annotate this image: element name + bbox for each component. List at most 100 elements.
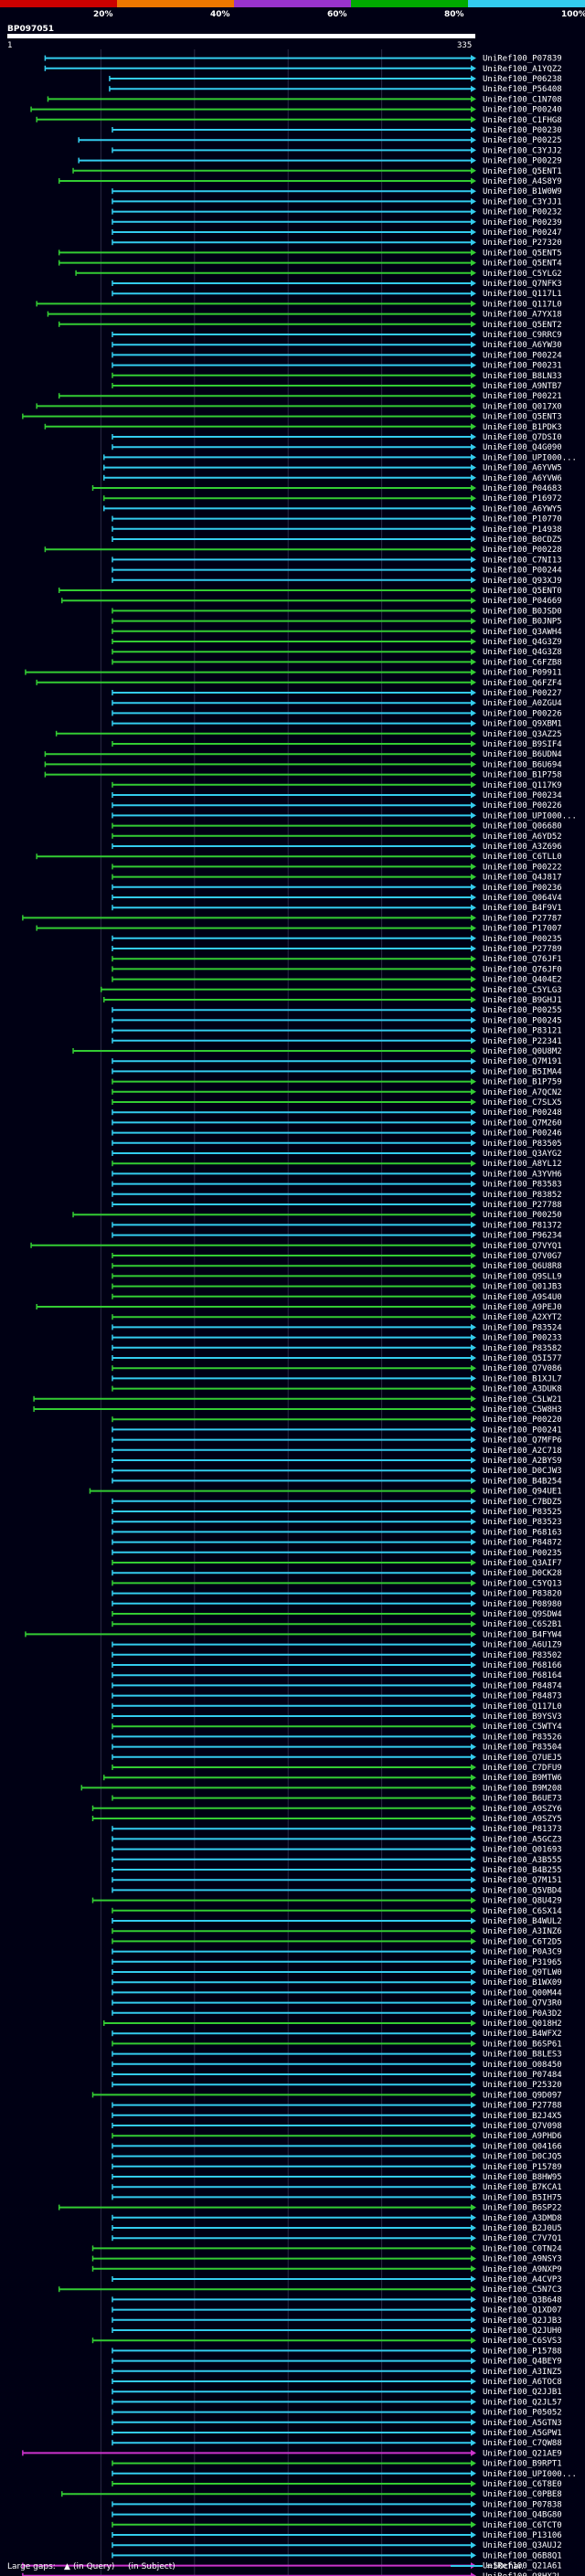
hit-row[interactable]: UniRef100_P83582	[112, 1344, 562, 1353]
hit-row[interactable]: UniRef100_A6TOC8	[112, 2378, 562, 2387]
hit-row[interactable]: UniRef100_C5W8H3	[33, 1405, 562, 1415]
hit-row[interactable]: UniRef100_P00232	[112, 208, 562, 217]
hit-row[interactable]: UniRef100_Q117K9	[112, 781, 562, 790]
hit-label[interactable]: UniRef100_Q06680	[483, 822, 562, 832]
hit-row[interactable]: UniRef100_A6YWY5	[103, 504, 562, 514]
hit-label[interactable]: UniRef100_Q6FZF4	[483, 679, 562, 688]
hit-row[interactable]: UniRef100_P00230	[112, 126, 562, 135]
hit-row[interactable]: UniRef100_P00236	[112, 884, 562, 893]
hit-row[interactable]: UniRef100_UPI000...	[112, 811, 577, 821]
hit-row[interactable]: UniRef100_A4S8Y9	[58, 177, 562, 186]
hit-row[interactable]: UniRef100_Q7VYQ1	[30, 1242, 562, 1251]
hit-label[interactable]: UniRef100_P00246	[483, 1129, 562, 1139]
hit-row[interactable]: UniRef100_B9RPT1	[112, 2460, 562, 2469]
hit-row[interactable]: UniRef100_P84872	[112, 1539, 562, 1548]
hit-label[interactable]: UniRef100_B9GHJ1	[483, 996, 562, 1005]
hit-label[interactable]: UniRef100_A6TOC8	[483, 2378, 562, 2387]
hit-label[interactable]: UniRef100_P00229	[483, 157, 562, 166]
hit-label[interactable]: UniRef100_P00247	[483, 228, 562, 238]
hit-label[interactable]: UniRef100_P00239	[483, 218, 562, 228]
hit-label[interactable]: UniRef100_P15788	[483, 2347, 562, 2356]
hit-row[interactable]: UniRef100_Q5ENT1	[72, 167, 562, 176]
hit-row[interactable]: UniRef100_P0A3C9	[112, 1948, 562, 1957]
hit-label[interactable]: UniRef100_P83121	[483, 1027, 562, 1036]
hit-label[interactable]: UniRef100_C7DFU9	[483, 1764, 562, 1773]
hit-row[interactable]: UniRef100_Q3AIF7	[112, 1559, 562, 1568]
hit-row[interactable]: UniRef100_P56408	[109, 85, 562, 94]
hit-label[interactable]: UniRef100_UPI000...	[483, 453, 577, 462]
hit-row[interactable]: UniRef100_P68166	[112, 1661, 562, 1670]
hit-label[interactable]: UniRef100_P96234	[483, 1232, 562, 1241]
hit-row[interactable]: UniRef100_A4CVP3	[112, 2275, 562, 2284]
hit-label[interactable]: UniRef100_P00231	[483, 362, 562, 371]
hit-row[interactable]: UniRef100_B8LES3	[112, 2051, 562, 2060]
hit-row[interactable]: UniRef100_B4FYW4	[25, 1630, 562, 1639]
hit-row[interactable]: UniRef100_B9YSV3	[112, 1712, 562, 1722]
hit-label[interactable]: UniRef100_A6YWY5	[483, 504, 562, 514]
hit-row[interactable]: UniRef100_Q6B8Q1	[112, 2551, 562, 2560]
hit-row[interactable]: UniRef100_P00229	[78, 157, 562, 166]
hit-row[interactable]: UniRef100_B4F9V1	[112, 904, 562, 913]
hit-label[interactable]: UniRef100_P04683	[483, 484, 562, 493]
hit-label[interactable]: UniRef100_Q2JJB1	[483, 2388, 562, 2397]
hit-label[interactable]: UniRef100_Q9SDW4	[483, 1610, 562, 1619]
hit-label[interactable]: UniRef100_P00235	[483, 935, 562, 944]
hit-label[interactable]: UniRef100_C5N7C3	[483, 2285, 562, 2295]
hit-label[interactable]: UniRef100_A4S8Y9	[483, 177, 562, 186]
hit-row[interactable]: UniRef100_D0CK28	[112, 1569, 562, 1578]
hit-row[interactable]: UniRef100_P83526	[112, 1733, 562, 1742]
hit-row[interactable]: UniRef100_P00246	[112, 1129, 562, 1139]
hit-label[interactable]: UniRef100_P27320	[483, 239, 562, 248]
hit-row[interactable]: UniRef100_P00225	[78, 136, 562, 145]
hit-label[interactable]: UniRef100_A6YW30	[483, 341, 562, 350]
hit-label[interactable]: UniRef100_B7KCA1	[483, 2183, 562, 2192]
hit-label[interactable]: UniRef100_P08980	[483, 1600, 562, 1609]
hit-label[interactable]: UniRef100_Q9SLL9	[483, 1272, 562, 1281]
hit-label[interactable]: UniRef100_P83583	[483, 1181, 562, 1190]
hit-label[interactable]: UniRef100_P27789	[483, 945, 562, 954]
hit-row[interactable]: UniRef100_A5GTN3	[112, 2419, 562, 2428]
hit-label[interactable]: UniRef100_A9NSY3	[483, 2255, 562, 2264]
hit-label[interactable]: UniRef100_Q4BEY9	[483, 2358, 562, 2367]
hit-label[interactable]: UniRef100_Q4G3Z9	[483, 638, 562, 647]
hit-row[interactable]: UniRef100_P14938	[112, 525, 562, 535]
hit-row[interactable]: UniRef100_P00248	[112, 1108, 562, 1118]
hit-row[interactable]: UniRef100_A3B555	[112, 1856, 562, 1865]
hit-label[interactable]: UniRef100_C5YQ13	[483, 1579, 562, 1588]
hit-label[interactable]: UniRef100_A5GTN3	[483, 2419, 562, 2428]
hit-label[interactable]: UniRef100_P00226	[483, 709, 562, 718]
hit-label[interactable]: UniRef100_B8LN33	[483, 372, 562, 381]
hit-label[interactable]: UniRef100_C5W8H3	[483, 1405, 562, 1415]
hit-row[interactable]: UniRef100_A3INZ5	[112, 2368, 562, 2377]
hit-row[interactable]: UniRef100_C7BDZ5	[112, 1498, 562, 1507]
hit-label[interactable]: UniRef100_D0CJW3	[483, 1467, 562, 1476]
hit-label[interactable]: UniRef100_C6SX14	[483, 1907, 562, 1916]
hit-label[interactable]: UniRef100_P07839	[483, 55, 562, 64]
hit-row[interactable]: UniRef100_A9NXP9	[91, 2265, 562, 2274]
hit-label[interactable]: UniRef100_B2J4X5	[483, 2112, 562, 2121]
hit-label[interactable]: UniRef100_P83523	[483, 1518, 562, 1527]
hit-row[interactable]: UniRef100_P27788	[112, 1201, 562, 1210]
hit-row[interactable]: UniRef100_Q117L1	[112, 290, 562, 299]
hit-label[interactable]: UniRef100_Q9XBM1	[483, 720, 562, 729]
hit-row[interactable]: UniRef100_C5N7C3	[58, 2285, 562, 2295]
hit-row[interactable]: UniRef100_C9RRC9	[112, 331, 562, 340]
hit-row[interactable]: UniRef100_P00233	[112, 1334, 562, 1343]
hit-label[interactable]: UniRef100_B0CDZ5	[483, 535, 562, 545]
hit-label[interactable]: UniRef100_P04669	[483, 597, 562, 606]
hit-label[interactable]: UniRef100_P25320	[483, 2081, 562, 2090]
hit-label[interactable]: UniRef100_P00222	[483, 863, 562, 872]
hit-row[interactable]: UniRef100_P16972	[103, 494, 562, 504]
hit-label[interactable]: UniRef100_P07484	[483, 2071, 562, 2080]
hit-row[interactable]: UniRef100_Q7M151	[112, 1876, 562, 1885]
hit-label[interactable]: UniRef100_Q5ENT3	[483, 413, 562, 422]
hit-row[interactable]: UniRef100_P00231	[112, 362, 562, 371]
hit-row[interactable]: UniRef100_Q5ENT3	[22, 413, 562, 422]
hit-row[interactable]: UniRef100_P00235	[112, 1549, 562, 1558]
hit-label[interactable]: UniRef100_P00220	[483, 1415, 562, 1425]
hit-label[interactable]: UniRef100_Q5VBD4	[483, 1886, 562, 1895]
hit-label[interactable]: UniRef100_P00232	[483, 208, 562, 217]
hit-label[interactable]: UniRef100_P83820	[483, 1590, 562, 1599]
hit-row[interactable]: UniRef100_B4WFX2	[112, 2030, 562, 2039]
hit-row[interactable]: UniRef100_P00227	[112, 689, 562, 698]
